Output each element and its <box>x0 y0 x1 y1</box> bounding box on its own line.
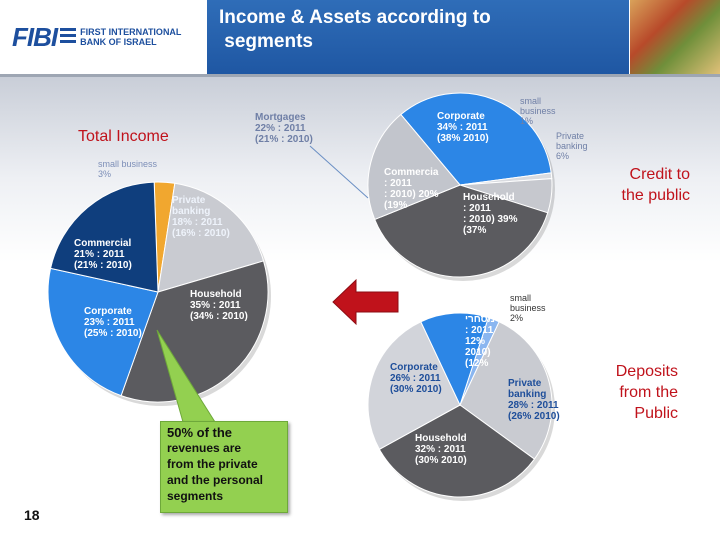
pie-slice-private-banking <box>459 321 553 460</box>
header-divider <box>0 74 720 77</box>
slice-label-household: Household: 2011: 2010) 39% (37% <box>463 192 518 236</box>
pie-slice-private-banking <box>157 182 265 293</box>
pie-slice-commercial <box>49 181 159 293</box>
slice-label-private-banking: Private banking 6% <box>556 131 588 161</box>
mortgages-leader-line <box>309 145 369 199</box>
slide-header: FIBI FIRST INTERNATIONAL BANK OF ISRAEL … <box>0 0 720 77</box>
logo-subtitle-line2: BANK OF ISRAEL <box>80 37 157 47</box>
slice-label-commercial: Commercia: 2011: 2010) 20% (19% <box>384 167 439 211</box>
left-arrow-icon <box>332 278 399 326</box>
pie-slice-corporate <box>400 92 552 186</box>
slice-label-corporate: Corporate 23% : 2011 (25% : 2010) <box>84 306 142 339</box>
bank-logo: FIBI FIRST INTERNATIONAL BANK OF ISRAEL <box>0 0 205 74</box>
slice-label-household: Household 35% : 2011 (34% : 2010) <box>190 289 248 322</box>
slice-label-private-banking: Private banking 18% : 2011 (16% : 2010) <box>172 195 230 239</box>
credit-title-line2: the public <box>621 187 691 204</box>
callout-line3: and the personal <box>167 473 264 487</box>
pie-slice-household <box>120 260 269 403</box>
credit-title: Credit to the public <box>590 164 691 206</box>
slice-label-commercial: Commercial 21% : 2011 (21% : 2010) <box>74 238 132 271</box>
slice-label-small-business: small business 1% <box>520 96 556 126</box>
pie-slice-corporate <box>367 321 461 451</box>
pie-slice-corporate <box>47 267 159 397</box>
slice-label-mortgages: Mortgages 22% : 2011 (21% : 2010) <box>255 112 313 145</box>
page-number: 18 <box>24 507 40 523</box>
slice-label-commercial: מסחרי: 2011 12% 2010) (12% <box>465 314 495 369</box>
slice-label-corporate: Corporate 34% : 2011 (38% 2010) <box>437 111 489 144</box>
logo-subtitle: FIRST INTERNATIONAL BANK OF ISRAEL <box>80 27 181 47</box>
slide-title-line2: segments <box>219 31 313 52</box>
pie-slice-household <box>374 184 549 278</box>
logo-stripes-icon <box>60 26 77 48</box>
slice-label-private-banking: Private banking 28% : 2011 (26% 2010) <box>508 378 560 422</box>
slice-label-household: Household 32% : 2011 (30% 2010) <box>415 433 467 466</box>
revenue-callout: 50% of the revenues are from the private… <box>160 421 288 513</box>
total-income-title: Total Income <box>78 128 169 145</box>
slice-label-corporate: Corporate 26% : 2011 (30% 2010) <box>390 362 442 395</box>
callout-body: revenues are from the private and the pe… <box>167 440 281 504</box>
callout-line4: segments <box>167 489 224 503</box>
callout-line1: revenues are <box>167 441 242 455</box>
slide-title: Income & Assets according to segments <box>219 6 491 54</box>
deposits-title-line3: Public <box>634 405 678 422</box>
logo-wordmark: FIBI <box>12 21 58 52</box>
logo-subtitle-line1: FIRST INTERNATIONAL <box>80 27 182 37</box>
title-bar: Income & Assets according to segments <box>207 0 629 74</box>
header-photo <box>630 0 720 74</box>
slide-title-line1: Income & Assets according to <box>219 7 491 28</box>
deposits-title-line2: from the <box>619 384 678 401</box>
pie-slice-commercial <box>420 312 490 407</box>
callout-line2: from the private <box>167 457 258 471</box>
deposits-title-line1: Deposits <box>615 363 678 380</box>
pie-slice-household <box>378 404 536 498</box>
callout-headline: 50% of the <box>167 425 233 440</box>
deposits-title: Deposits from the Public <box>578 361 678 424</box>
pie-slice-commercial <box>367 113 461 221</box>
slice-label-small-business: small business 3% <box>98 159 158 179</box>
credit-title-line1: Credit to <box>629 166 690 183</box>
slice-label-small-business: small business 2% <box>510 293 546 323</box>
